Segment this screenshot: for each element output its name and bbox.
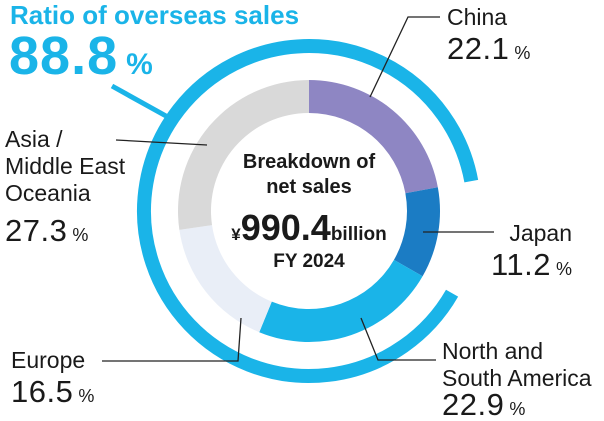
label-north-south-america: North and South America 22.9% <box>442 338 592 421</box>
north-south-america-leader-line <box>360 317 436 361</box>
label-asia-middle-east-oceania: Asia / Middle East Oceania 27.3% <box>5 126 125 253</box>
label-china-name: China <box>447 4 508 30</box>
label-north-south-america-share: 22.9% <box>442 389 592 421</box>
slice-europe <box>179 225 272 333</box>
label-asia-value: 27.3 <box>5 213 68 248</box>
slice-north-and-south-america <box>259 259 423 343</box>
overseas-ratio-value: 88.8% <box>9 28 153 98</box>
slice-china <box>309 80 438 194</box>
net-sales-total: ¥990.4billion <box>199 207 419 257</box>
label-japan-name: Japan <box>509 220 572 246</box>
label-japan-share: 11.2% <box>491 247 572 287</box>
label-europe: Europe 16.5% <box>11 347 94 414</box>
overseas-ring-group <box>137 39 479 383</box>
europe-leader-line <box>102 317 242 362</box>
leader-lines <box>102 16 494 362</box>
chart-title-line-1: Breakdown of <box>242 151 376 173</box>
label-china-value: 22.1 <box>447 31 510 66</box>
slice-asia-middle-east-oceania <box>178 80 309 230</box>
label-china-unit: % <box>514 43 531 63</box>
label-japan: Japan 11.2% <box>491 220 572 287</box>
label-china-share: 22.1% <box>447 31 530 71</box>
label-north-south-america-value: 22.9 <box>442 387 505 421</box>
label-china: China 22.1% <box>447 4 530 71</box>
label-asia-name-2: Middle East <box>5 153 126 179</box>
label-asia-unit: % <box>72 225 89 245</box>
label-europe-share: 16.5% <box>11 374 94 414</box>
asia-leader-line <box>115 139 208 146</box>
label-asia-name-3: Oceania <box>5 180 91 206</box>
label-north-south-america-name-1: North and <box>442 338 544 364</box>
china-leader-line <box>369 16 440 98</box>
label-japan-value: 11.2 <box>490 247 551 282</box>
label-europe-unit: % <box>78 386 95 406</box>
overseas-ratio-unit: % <box>126 48 153 81</box>
net-sales-amount: 990.4 <box>240 207 331 248</box>
slice-japan <box>393 187 440 277</box>
label-asia-name-1: Asia / <box>5 126 63 152</box>
label-north-south-america-name-2: South America <box>442 365 592 391</box>
label-asia-share: 27.3% <box>5 213 125 253</box>
overseas-ratio-title: Ratio of overseas sales <box>10 0 300 30</box>
net-sales-unit: billion <box>330 224 387 245</box>
overseas-ratio-connector <box>110 83 168 119</box>
currency-symbol: ¥ <box>231 225 241 244</box>
donut-slices <box>178 80 440 343</box>
label-europe-name: Europe <box>11 347 86 373</box>
label-europe-value: 16.5 <box>11 374 74 409</box>
fiscal-period: FY 2024 <box>273 251 345 272</box>
label-japan-unit: % <box>555 259 572 279</box>
overseas-ratio-ring <box>137 39 479 383</box>
chart-title-line-2: net sales <box>266 176 352 198</box>
label-north-south-america-unit: % <box>509 399 526 419</box>
overseas-ratio-number: 88.8 <box>9 26 119 86</box>
